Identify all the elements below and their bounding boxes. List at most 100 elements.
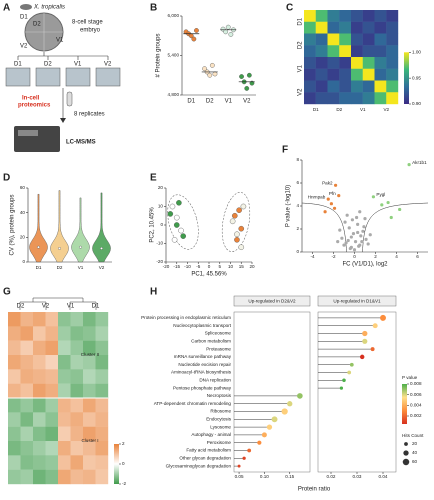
point	[363, 217, 367, 221]
y-tick-label: -10	[156, 241, 163, 246]
cell	[83, 340, 96, 356]
cell	[58, 355, 71, 370]
column-group-label: V1	[67, 304, 75, 310]
point	[338, 228, 342, 232]
dot	[287, 401, 293, 407]
cell	[351, 80, 363, 93]
cell	[315, 80, 328, 93]
cell	[33, 455, 46, 470]
cell	[351, 57, 363, 69]
cell	[8, 312, 21, 327]
x-tick-label: 10	[228, 264, 234, 269]
x-tick-label: -10	[184, 264, 191, 269]
x-tick-label: 0	[353, 254, 356, 259]
point	[234, 236, 240, 243]
method: proteomics	[18, 103, 51, 109]
dot	[261, 432, 267, 438]
cell	[315, 21, 328, 34]
cell	[45, 355, 59, 370]
x-tick-label: 0	[208, 264, 211, 269]
y-axis-label: P value (-log10)	[286, 185, 292, 227]
facet-frame	[317, 311, 397, 473]
x-tick-label: V2	[99, 265, 105, 270]
cell	[33, 412, 46, 427]
point	[371, 195, 375, 199]
cell	[339, 80, 352, 93]
y-tick-label: 8	[296, 157, 299, 162]
x-axis-label: V2	[383, 107, 389, 112]
cell	[386, 80, 399, 93]
dot	[359, 354, 365, 360]
facet-frame	[233, 311, 311, 473]
connector	[17, 52, 109, 60]
cell	[33, 441, 46, 456]
cell	[327, 92, 340, 105]
cell	[95, 398, 109, 413]
cell	[8, 326, 21, 341]
cell	[70, 412, 84, 427]
x-tick-label: -15	[173, 264, 180, 269]
panel-label: A	[3, 3, 10, 14]
colorbar-label: 0.006	[410, 392, 422, 397]
instrument-label: LC-MS/MS	[66, 140, 96, 146]
cell	[20, 398, 34, 413]
point	[223, 29, 229, 35]
point	[191, 36, 197, 42]
cell	[95, 369, 109, 384]
legend-title: Hits Count	[402, 433, 424, 438]
point	[344, 241, 348, 245]
method: In-cell	[22, 96, 40, 102]
sample-label: D2	[44, 62, 52, 68]
cell	[58, 340, 71, 356]
term-label: Protein processing in endoplasmic reticu…	[141, 315, 231, 320]
y-axis-label: CV (%), protein groups	[10, 194, 16, 255]
dot	[237, 464, 241, 468]
cell	[362, 92, 375, 105]
cell	[83, 312, 96, 327]
point	[364, 237, 368, 241]
median	[100, 247, 103, 250]
cell	[45, 369, 59, 384]
point	[326, 197, 330, 201]
panel-a: A X. tropicalis D1 D2 V1 V2 8-cell stage…	[3, 3, 121, 152]
column-group-label: D2	[17, 304, 25, 310]
cell	[70, 383, 84, 399]
point	[236, 207, 242, 213]
cell	[339, 33, 352, 46]
cell	[58, 441, 71, 456]
cell	[327, 80, 340, 93]
point	[359, 234, 363, 238]
legend-title: P value	[402, 375, 418, 380]
cell	[20, 426, 34, 442]
cell	[304, 45, 316, 58]
term-label: Lysosome	[210, 424, 231, 429]
point	[380, 203, 384, 207]
dot	[242, 456, 246, 460]
cell	[70, 455, 84, 470]
cell	[95, 469, 109, 485]
colorbar-label: 2	[122, 441, 125, 446]
cell	[304, 68, 316, 81]
colorbar	[402, 384, 407, 424]
cell	[58, 383, 71, 399]
x-tick-label: 2	[374, 254, 377, 259]
cell	[304, 10, 316, 22]
cell	[362, 21, 375, 34]
panel-label: G	[3, 287, 11, 298]
dot	[380, 314, 386, 321]
cell	[351, 21, 363, 34]
y-axis-label: # Protein groups	[156, 33, 162, 77]
x-tick-label: 5	[218, 264, 221, 269]
y-tick-label: 5,400	[168, 53, 180, 58]
cell	[95, 426, 109, 442]
point	[351, 232, 356, 236]
point	[358, 210, 362, 214]
cell	[374, 21, 387, 34]
term-label: Carbon metabolism	[191, 339, 231, 344]
point	[169, 203, 176, 210]
x-axis-label: D2	[336, 107, 342, 112]
point	[360, 240, 364, 244]
cell	[386, 10, 399, 22]
point	[356, 230, 360, 235]
